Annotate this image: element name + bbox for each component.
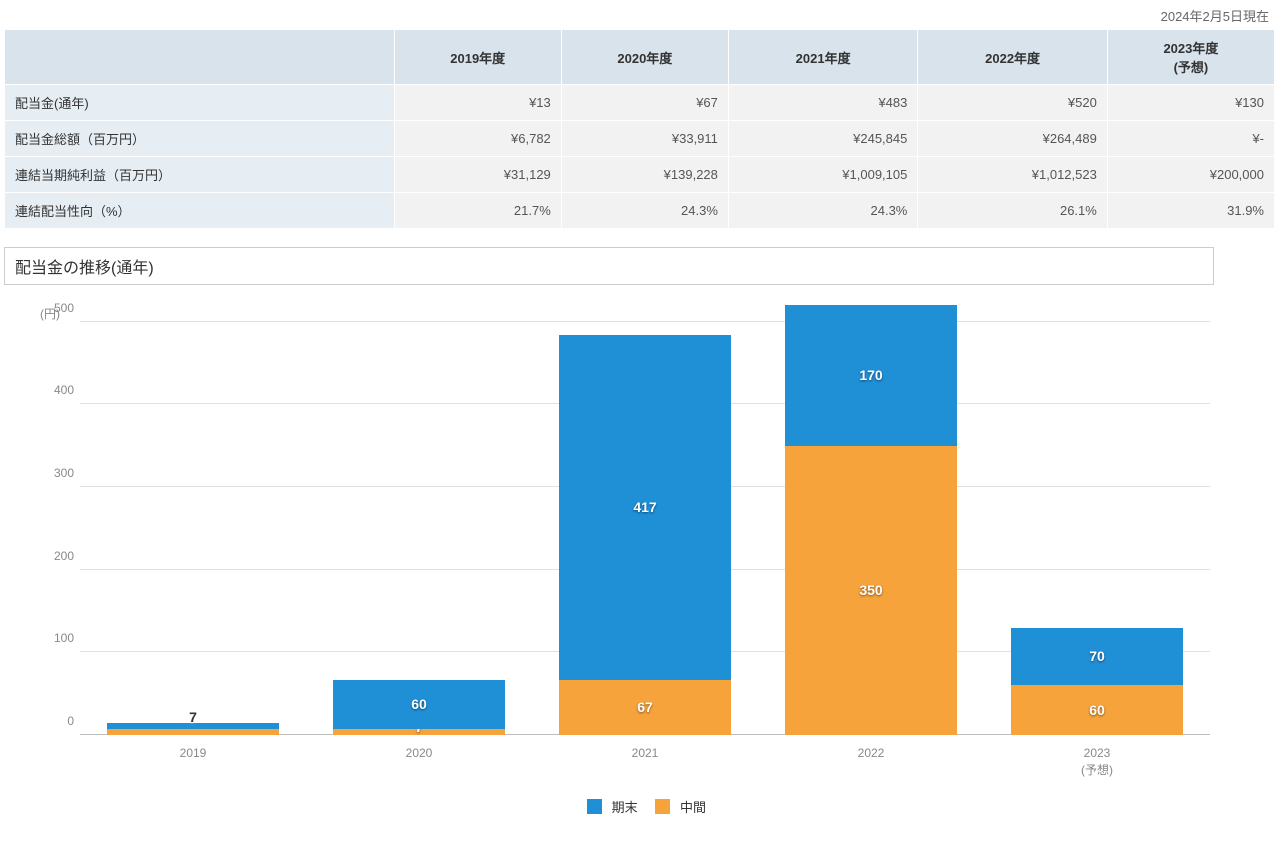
- table-column-header: 2022年度: [918, 30, 1107, 85]
- bar-value-label: 7: [107, 709, 279, 725]
- table-header-row: 2019年度2020年度2021年度2022年度2023年度 (予想): [5, 30, 1275, 85]
- bar-slot: 350 170: [758, 305, 984, 735]
- table-row: 配当金(通年)¥13¥67¥483¥520¥130: [5, 85, 1275, 121]
- bar-value-label-interim: 60: [1011, 702, 1183, 718]
- bars-container: 7 7 60 67 417 350 170 60 70: [80, 305, 1210, 735]
- bar-slot: 60 70: [984, 305, 1210, 735]
- x-tick-label: 2019: [80, 735, 306, 779]
- x-tick-label: 2023 (予想): [984, 735, 1210, 779]
- legend-label-final: 期末: [612, 800, 638, 815]
- legend-swatch-final: [587, 799, 602, 814]
- cell-value: ¥245,845: [728, 121, 917, 157]
- bar-slot: 7: [80, 305, 306, 735]
- cell-value: ¥31,129: [394, 157, 561, 193]
- bar-value-label-final: 417: [559, 499, 731, 515]
- bar-segment-interim: 7: [333, 729, 505, 735]
- chart-title: 配当金の推移(通年): [4, 247, 1214, 285]
- bar-slot: 67 417: [532, 305, 758, 735]
- plot-area: 0100200300400500 7760674173501706070: [80, 305, 1210, 735]
- cell-value: 24.3%: [561, 193, 728, 229]
- as-of-date: 2024年2月5日現在: [4, 4, 1275, 29]
- bar-slot: 7 60: [306, 305, 532, 735]
- bar-segment-final: 60: [333, 680, 505, 730]
- x-axis-labels: 20192020202120222023 (予想): [80, 735, 1210, 779]
- cell-value: ¥483: [728, 85, 917, 121]
- table-column-header: 2020年度: [561, 30, 728, 85]
- bar-value-label-interim: 350: [785, 582, 957, 598]
- cell-value: 24.3%: [728, 193, 917, 229]
- y-tick-label: 400: [54, 383, 74, 397]
- legend-swatch-interim: [655, 799, 670, 814]
- table-row: 連結当期純利益（百万円）¥31,129¥139,228¥1,009,105¥1,…: [5, 157, 1275, 193]
- chart-legend: 期末 中間: [4, 797, 1275, 816]
- y-tick-label: 100: [54, 631, 74, 645]
- cell-value: ¥13: [394, 85, 561, 121]
- cell-value: ¥130: [1107, 85, 1274, 121]
- table-column-header: 2021年度: [728, 30, 917, 85]
- bar-segment-interim: 60: [1011, 685, 1183, 735]
- table-body: 配当金(通年)¥13¥67¥483¥520¥130配当金総額（百万円）¥6,78…: [5, 85, 1275, 229]
- table-row: 連結配当性向（%）21.7%24.3%24.3%26.1%31.9%: [5, 193, 1275, 229]
- legend-label-interim: 中間: [680, 800, 706, 815]
- row-label: 連結当期純利益（百万円）: [5, 157, 395, 193]
- cell-value: ¥139,228: [561, 157, 728, 193]
- cell-value: ¥33,911: [561, 121, 728, 157]
- bar-segment-final: 70: [1011, 628, 1183, 686]
- bar-segment-interim: 67: [559, 680, 731, 735]
- bar-segment-interim: [107, 729, 279, 735]
- cell-value: ¥520: [918, 85, 1107, 121]
- y-tick-label: 0: [67, 714, 74, 728]
- y-tick-label: 300: [54, 466, 74, 480]
- y-tick-label: 500: [54, 301, 74, 315]
- bar-value-label-interim: 67: [559, 699, 731, 715]
- table-column-header: [5, 30, 395, 85]
- table-row: 配当金総額（百万円）¥6,782¥33,911¥245,845¥264,489¥…: [5, 121, 1275, 157]
- row-label: 配当金総額（百万円）: [5, 121, 395, 157]
- cell-value: ¥264,489: [918, 121, 1107, 157]
- y-tick-label: 200: [54, 549, 74, 563]
- x-tick-label: 2022: [758, 735, 984, 779]
- table-column-header: 2019年度: [394, 30, 561, 85]
- cell-value: ¥1,012,523: [918, 157, 1107, 193]
- cell-value: ¥-: [1107, 121, 1274, 157]
- cell-value: ¥67: [561, 85, 728, 121]
- bar-segment-final: 417: [559, 335, 731, 680]
- cell-value: 26.1%: [918, 193, 1107, 229]
- cell-value: ¥1,009,105: [728, 157, 917, 193]
- y-axis: 0100200300400500: [34, 305, 80, 735]
- bar-value-label-final: 60: [333, 696, 505, 712]
- bar-segment-final: 170: [785, 305, 957, 446]
- table-column-header: 2023年度 (予想): [1107, 30, 1274, 85]
- x-tick-label: 2020: [306, 735, 532, 779]
- cell-value: ¥200,000: [1107, 157, 1274, 193]
- bar-value-label-final: 70: [1011, 648, 1183, 664]
- bar-segment-interim: 350: [785, 446, 957, 735]
- row-label: 配当金(通年): [5, 85, 395, 121]
- x-tick-label: 2021: [532, 735, 758, 779]
- row-label: 連結配当性向（%）: [5, 193, 395, 229]
- bar-value-label-final: 170: [785, 367, 957, 383]
- cell-value: 31.9%: [1107, 193, 1274, 229]
- dividend-chart: (円) 0100200300400500 7760674173501706070…: [4, 305, 1275, 816]
- dividend-table: 2019年度2020年度2021年度2022年度2023年度 (予想) 配当金(…: [4, 29, 1275, 229]
- cell-value: ¥6,782: [394, 121, 561, 157]
- cell-value: 21.7%: [394, 193, 561, 229]
